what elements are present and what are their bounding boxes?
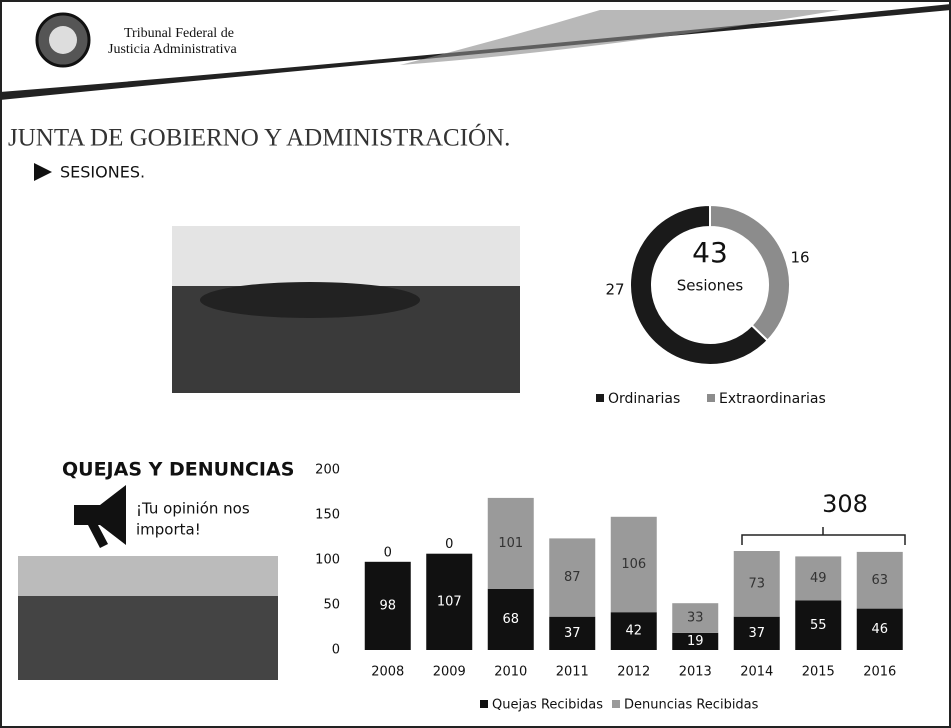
data-label: 101 [498,536,523,551]
data-label: 33 [687,611,704,626]
y-tick-label: 0 [332,643,340,658]
legend-marker [612,700,620,708]
bar-segment [487,497,534,589]
bar-segment [856,608,903,650]
data-label: 37 [748,626,765,641]
bullet-arrow [34,163,52,181]
data-label: 73 [748,576,765,591]
donut-segment [629,203,770,366]
data-label: 0 [445,537,453,552]
data-label: 107 [437,594,462,609]
x-tick-label: 2016 [863,665,896,680]
x-tick-label: 2008 [371,665,404,680]
legend-label: Quejas Recibidas [492,698,603,713]
center-value: 43 [692,236,728,269]
legend-label: Extraordinarias [719,391,826,407]
data-label: 46 [871,622,888,637]
annotation: 308 [822,490,868,518]
bar-segment [487,588,534,650]
bar-segment [733,551,780,617]
x-tick-label: 2013 [679,665,712,680]
data-label: 37 [564,626,581,641]
data-label: 49 [810,571,827,586]
data-label: 19 [687,634,704,649]
x-tick-label: 2014 [740,665,773,680]
x-tick-label: 2015 [802,665,835,680]
legend-marker [596,394,604,402]
y-tick-label: 50 [323,598,340,613]
bar-segment [426,553,473,650]
data-label: 98 [379,598,396,613]
bar-segment [733,616,780,650]
institution-name: Tribunal Federal de [124,26,234,41]
x-tick-label: 2011 [556,665,589,680]
photo-wall [172,226,520,286]
legend-label: Denuncias Recibidas [624,698,759,713]
y-tick-label: 200 [315,463,340,478]
bar-segment [364,561,411,650]
data-label: 106 [621,557,646,572]
slogan: ¡Tu opinión nos [136,500,250,518]
x-tick-label: 2009 [433,665,466,680]
photo-table [200,282,420,318]
annotation-bracket [741,527,906,545]
y-tick-label: 100 [315,553,340,568]
data-label: 16 [790,249,809,267]
bar-segment [795,556,842,601]
bar-segment [610,612,657,650]
header-texture [400,10,840,65]
bar-segment [549,616,596,650]
data-label: 63 [871,573,888,588]
section-title: SESIONES. [60,163,145,182]
data-label: 68 [502,612,519,627]
slogan: importa! [136,521,201,539]
bar-segment [610,516,657,613]
slide-title: JUNTA DE GOBIERNO Y ADMINISTRACIÓN. [8,124,510,152]
data-label: 27 [605,281,624,299]
data-label: 0 [384,545,392,560]
y-tick-label: 150 [315,508,340,523]
x-tick-label: 2012 [617,665,650,680]
complaints-title: QUEJAS Y DENUNCIAS [62,459,294,481]
bar-segment [672,603,719,633]
bar-segment [856,551,903,609]
center-label: Sesiones [677,277,744,295]
bar-segment [795,600,842,650]
data-label: 55 [810,618,827,633]
logo-inner [49,26,77,54]
legend-marker [707,394,715,402]
x-tick-label: 2010 [494,665,527,680]
office-photo-wall [18,556,278,596]
megaphone-icon [74,485,126,548]
legend-label: Ordinarias [608,391,680,407]
donut-segment [709,203,791,342]
institution-name: Justicia Administrativa [108,42,237,57]
data-label: 87 [564,570,581,585]
bar-segment [672,632,719,650]
legend-marker [480,700,488,708]
bar-segment [549,538,596,617]
data-label: 42 [625,624,642,639]
